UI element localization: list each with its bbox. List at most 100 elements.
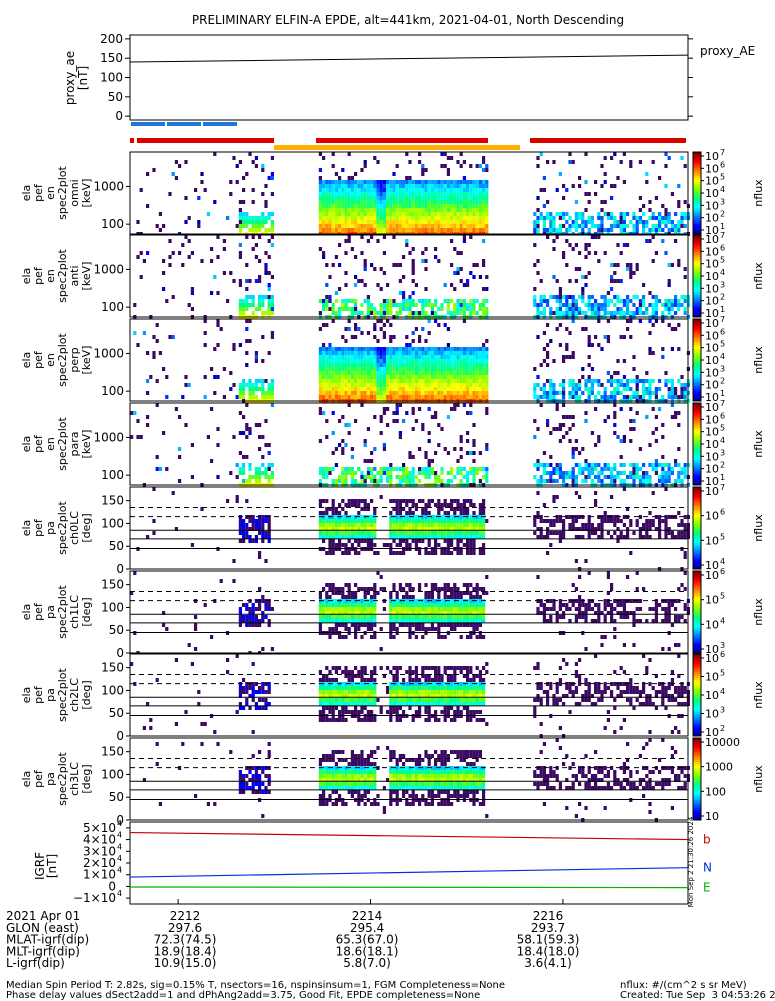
spectrogram-cell (386, 212, 389, 216)
spectrogram-cell (319, 391, 322, 395)
spectrogram-cell (252, 247, 255, 251)
spectrogram-cell (552, 295, 555, 299)
spectrogram-cell (684, 467, 687, 471)
spectrogram-cell (392, 539, 395, 543)
spectrogram-cell (364, 160, 367, 164)
spectrogram-cell (440, 503, 443, 507)
spectrogram-cell (450, 515, 453, 519)
spectrogram-cell (668, 479, 671, 483)
spectrogram-cell (344, 192, 347, 196)
spectrogram-cell (325, 367, 328, 371)
spectrogram-cell (258, 387, 261, 391)
spectrogram-cell (450, 208, 453, 212)
colorbar-strip (693, 257, 701, 259)
spectrogram-cell (325, 303, 328, 307)
spectrogram-cell (466, 204, 469, 208)
spectrogram-cell (418, 224, 421, 228)
spectrogram-cell (396, 224, 399, 228)
colorbar-strip (693, 383, 701, 385)
spectrogram-cell (367, 224, 370, 228)
spectrogram-cell (383, 359, 386, 363)
spectrogram-cell (463, 355, 466, 359)
spectrogram-cell (392, 224, 395, 228)
spectrogram-cell (540, 395, 543, 399)
spectrogram-cell (418, 220, 421, 224)
spectrogram-cell (572, 247, 575, 251)
spectrogram-cell (533, 303, 536, 307)
spectrogram-cell (412, 220, 415, 224)
spectrogram-cell (335, 463, 338, 467)
spectrogram-cell (421, 367, 424, 371)
spectrogram-cell (581, 228, 584, 232)
spectrogram-cell (469, 543, 472, 547)
spectrogram-cell (450, 395, 453, 399)
spectrogram-cell (648, 319, 651, 323)
spectrogram-cell (245, 619, 248, 623)
spectrogram-cell (367, 519, 370, 523)
spectrogram-cell (399, 371, 402, 375)
spectrogram-cell (479, 503, 482, 507)
spectrogram-cell (460, 375, 463, 379)
spectrogram-cell (370, 212, 373, 216)
spectrogram-cell (252, 539, 255, 543)
spectrogram-cell (242, 188, 245, 192)
spectrogram-cell (322, 523, 325, 527)
spectrogram-cell (415, 212, 418, 216)
spectrogram-cell (424, 359, 427, 363)
spectrogram-cell (434, 391, 437, 395)
spectrogram-cell (450, 351, 453, 355)
spectrogram-cell (652, 323, 655, 327)
spectrogram-cell (367, 200, 370, 204)
spectrogram-cell (668, 463, 671, 467)
spectrogram-cell (482, 160, 485, 164)
spectrogram-cell (348, 239, 351, 243)
spectrogram-cell (383, 228, 386, 232)
spectrogram-cell (479, 371, 482, 375)
spectrogram-cell (213, 200, 216, 204)
spectrogram-cell (591, 224, 594, 228)
spectrogram-cell (341, 499, 344, 503)
spectrogram-cell (648, 216, 651, 220)
spectrogram-cell (469, 379, 472, 383)
spectrogram-cell (437, 224, 440, 228)
spectrogram-cell (466, 379, 469, 383)
spectrogram-cell (258, 523, 261, 527)
spectrogram-cell (188, 255, 191, 259)
spectrogram-cell (328, 228, 331, 232)
colorbar-strip (693, 273, 701, 275)
spectrogram-cell (370, 475, 373, 479)
spectrogram-cell (629, 407, 632, 411)
spectrogram-cell (396, 371, 399, 375)
spectrogram-cell (472, 184, 475, 188)
spectrogram-cell (344, 467, 347, 471)
spectrogram-cell (354, 535, 357, 539)
colorbar-strip (693, 230, 701, 232)
spectrogram-cell (364, 499, 367, 503)
spectrogram-cell (632, 367, 635, 371)
spectrogram-cell (136, 220, 139, 224)
spectrogram-cell (594, 463, 597, 467)
spectrogram-cell (482, 156, 485, 160)
spectrogram-cell (460, 192, 463, 196)
spectrogram-cell (562, 212, 565, 216)
spectrogram-cell (575, 519, 578, 523)
spectrogram-cell (671, 535, 674, 539)
spectrogram-cell (264, 391, 267, 395)
spectrogram-cell (396, 551, 399, 555)
spectrogram-cell (341, 184, 344, 188)
spectrogram-cell (268, 451, 271, 455)
spectrogram-cell (424, 188, 427, 192)
spectrogram-cell (645, 220, 648, 224)
spectrogram-cell (332, 451, 335, 455)
spectrogram-cell (348, 519, 351, 523)
spectrogram-cell (424, 287, 427, 291)
spectrogram-cell (469, 375, 472, 379)
spectrogram-cell (424, 523, 427, 527)
spectrogram-cell (255, 255, 258, 259)
spectrogram-cell (421, 539, 424, 543)
spectrogram-cell (546, 551, 549, 555)
spectrogram-cell (412, 271, 415, 275)
spectrogram-cell (344, 239, 347, 243)
colorbar-strip (693, 200, 701, 202)
spectrogram-cell (671, 307, 674, 311)
